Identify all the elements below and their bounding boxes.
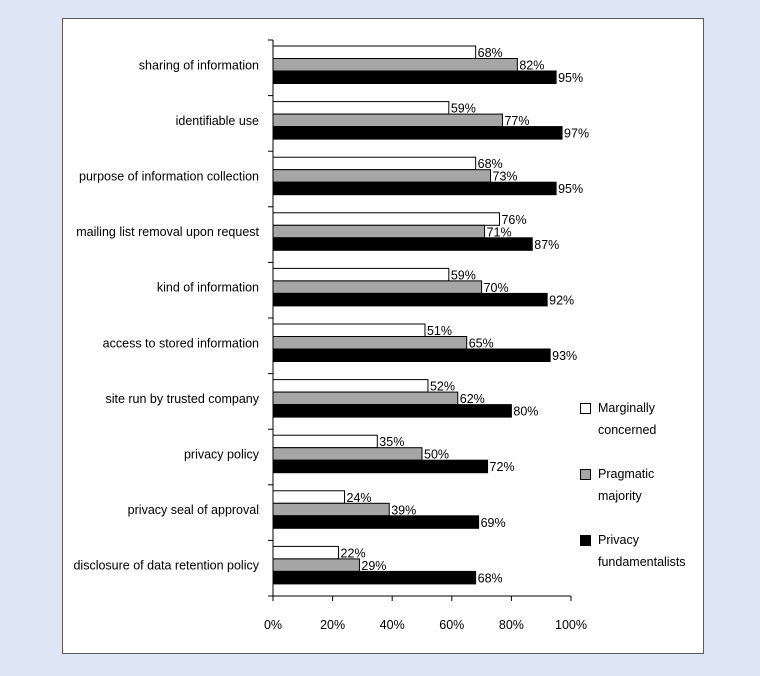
data-label: 73% xyxy=(493,170,518,184)
category-label: site run by trusted company xyxy=(105,392,259,406)
bar xyxy=(272,459,489,474)
bar xyxy=(272,237,533,251)
bar xyxy=(272,545,340,560)
data-label: 95% xyxy=(558,182,583,196)
data-label: 77% xyxy=(504,114,529,128)
bar xyxy=(272,267,450,282)
bar xyxy=(272,169,492,183)
category-label: purpose of information collection xyxy=(79,169,259,183)
x-tick-label: 60% xyxy=(439,618,464,632)
bar xyxy=(272,490,346,504)
bar xyxy=(272,379,429,393)
legend-label-line2: fundamentalists xyxy=(598,555,686,569)
bar xyxy=(272,181,557,196)
bar xyxy=(272,404,512,418)
data-label: 72% xyxy=(490,460,515,474)
data-label: 92% xyxy=(549,293,574,307)
bar xyxy=(272,558,360,572)
bar xyxy=(272,156,477,171)
legend-label-line1: Marginally xyxy=(598,401,655,415)
legend: Marginally concerned Pragmatic majority … xyxy=(580,400,710,598)
bar xyxy=(272,126,563,140)
bar xyxy=(272,570,477,585)
bar xyxy=(272,323,426,337)
data-label: 39% xyxy=(391,503,416,517)
bar xyxy=(272,280,483,294)
data-label: 80% xyxy=(513,405,538,419)
category-label: privacy policy xyxy=(184,447,260,461)
legend-item-marginally-concerned: Marginally concerned xyxy=(580,400,710,466)
legend-swatch-privacy-fundamentalists xyxy=(580,535,591,546)
bar xyxy=(272,336,468,350)
data-label: 70% xyxy=(484,281,509,295)
legend-swatch-marginally-concerned xyxy=(580,403,591,414)
data-label: 59% xyxy=(451,102,476,116)
data-label: 52% xyxy=(430,380,455,394)
data-label: 68% xyxy=(478,46,503,60)
data-label: 62% xyxy=(460,392,485,406)
bar xyxy=(272,212,500,226)
category-label: sharing of information xyxy=(139,58,259,72)
data-label: 93% xyxy=(552,349,577,363)
category-label: kind of information xyxy=(157,281,259,295)
bar xyxy=(272,348,551,362)
legend-item-pragmatic-majority: Pragmatic majority xyxy=(580,466,710,532)
data-label: 82% xyxy=(519,59,544,73)
bar xyxy=(272,502,390,517)
category-label: mailing list removal upon request xyxy=(76,225,259,239)
x-tick-label: 20% xyxy=(320,618,345,632)
bar xyxy=(272,391,459,406)
data-label: 29% xyxy=(361,559,386,573)
data-label: 65% xyxy=(469,337,494,351)
category-label: disclosure of data retention policy xyxy=(73,559,259,573)
bar xyxy=(272,224,486,239)
bar xyxy=(272,101,450,115)
bar xyxy=(272,447,423,461)
legend-label-line1: Privacy xyxy=(598,533,639,547)
data-label: 24% xyxy=(347,491,372,505)
data-label: 59% xyxy=(451,268,476,282)
x-tick-label: 0% xyxy=(264,618,282,632)
legend-item-privacy-fundamentalists: Privacy fundamentalists xyxy=(580,532,710,598)
data-label: 76% xyxy=(501,213,526,227)
data-label: 50% xyxy=(424,448,449,462)
x-tick-label: 40% xyxy=(380,618,405,632)
data-label: 95% xyxy=(558,71,583,85)
bar xyxy=(272,434,378,449)
data-label: 69% xyxy=(481,516,506,530)
data-label: 71% xyxy=(487,225,512,239)
x-tick-label: 80% xyxy=(499,618,524,632)
data-label: 35% xyxy=(379,435,404,449)
legend-label-line2: majority xyxy=(598,489,642,503)
legend-swatch-pragmatic-majority xyxy=(580,469,591,480)
x-tick-label: 100% xyxy=(555,618,587,632)
data-label: 22% xyxy=(341,546,366,560)
bar xyxy=(272,45,477,59)
data-label: 68% xyxy=(478,157,503,171)
bar xyxy=(272,113,503,128)
bar xyxy=(272,292,548,307)
legend-label-line1: Pragmatic xyxy=(598,467,655,481)
data-label: 97% xyxy=(564,127,589,141)
bar xyxy=(272,70,557,84)
category-label: identifiable use xyxy=(176,114,259,128)
bar xyxy=(272,58,518,72)
data-label: 68% xyxy=(478,571,503,585)
data-label: 87% xyxy=(534,238,559,252)
bar xyxy=(272,515,480,529)
category-label: access to stored information xyxy=(103,336,259,350)
category-label: privacy seal of approval xyxy=(128,503,259,517)
data-label: 51% xyxy=(427,324,452,338)
legend-label-line2: concerned xyxy=(598,423,657,437)
